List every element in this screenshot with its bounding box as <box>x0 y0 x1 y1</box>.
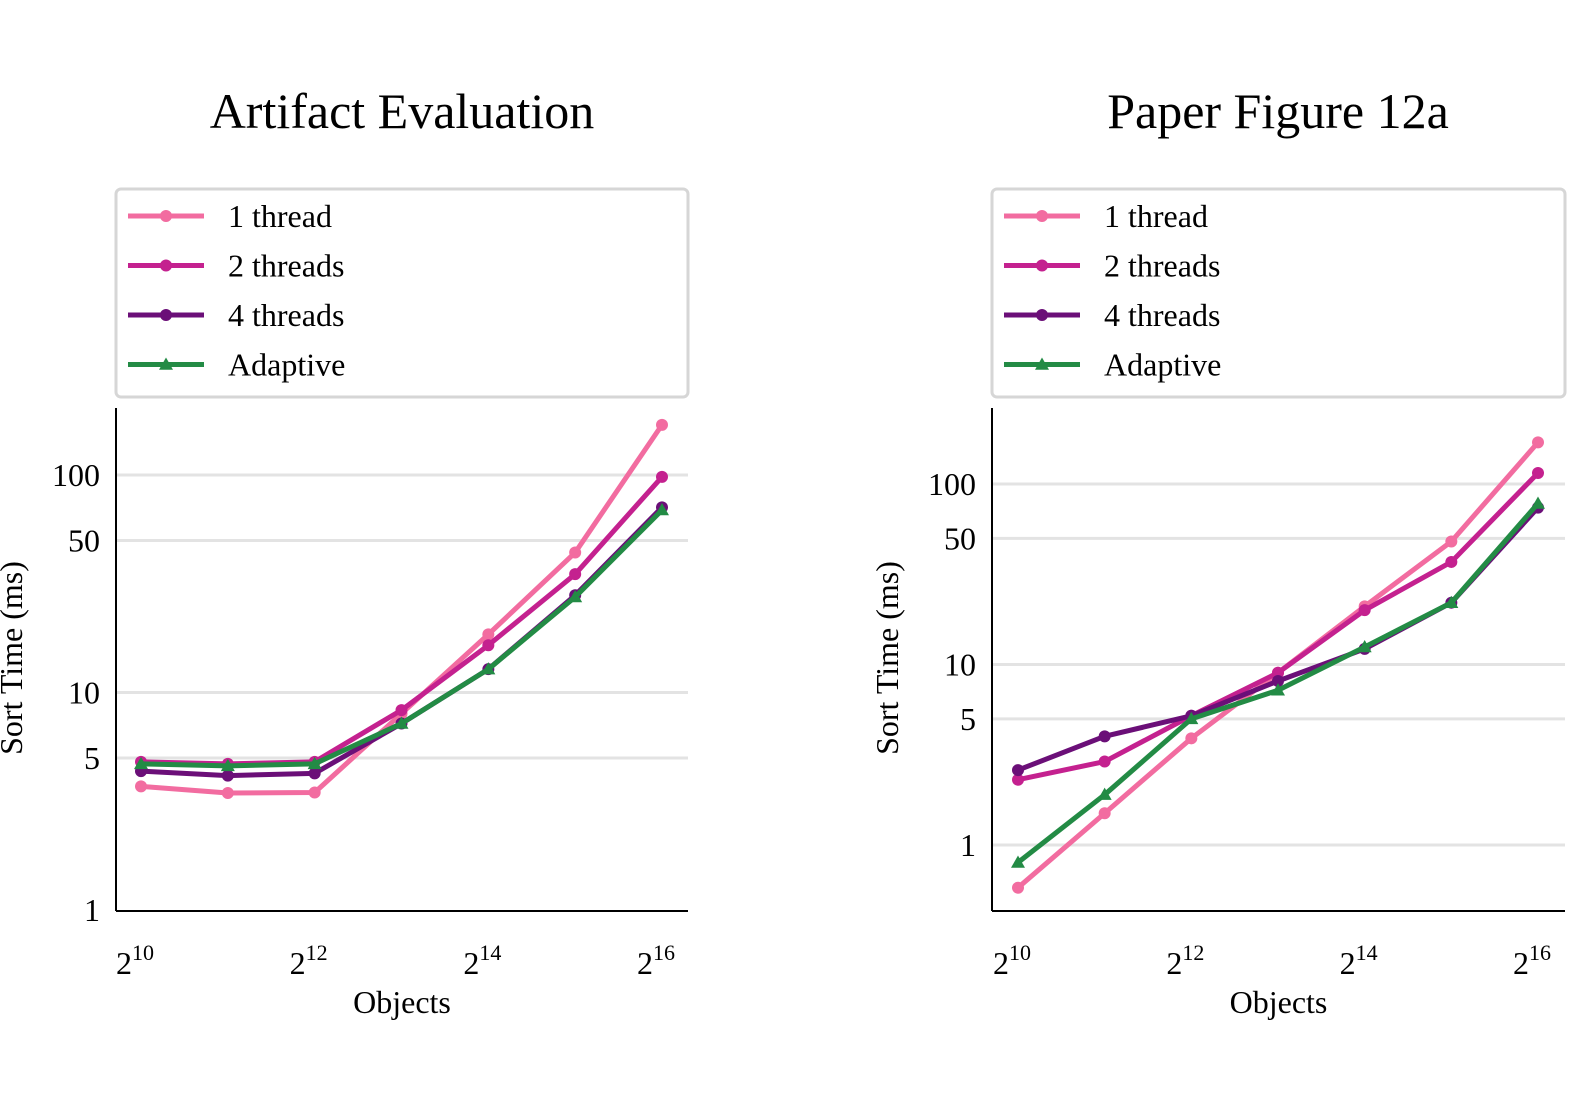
legend-label-4-threads: 4 threads <box>228 297 344 333</box>
data-point <box>307 756 322 770</box>
data-point <box>134 756 148 770</box>
legend: 1 thread 2 threads 4 threads Adaptive <box>114 187 690 399</box>
data-point <box>569 546 582 559</box>
data-point <box>1532 436 1544 449</box>
data-point <box>1358 604 1371 617</box>
data-point <box>395 704 408 717</box>
data-point <box>1185 732 1198 745</box>
data-point <box>1012 881 1024 894</box>
x-tick-label: 212 <box>290 940 328 981</box>
y-tick-label: 5 <box>84 740 100 776</box>
data-point <box>135 780 147 793</box>
data-point <box>656 470 668 483</box>
legend-marker <box>1036 210 1048 222</box>
data-point <box>1098 807 1111 820</box>
x-axis-label: Objects <box>1230 984 1328 1020</box>
y-tick-label: 1 <box>960 827 976 863</box>
data-point <box>1012 764 1024 777</box>
legend-frame <box>114 187 690 399</box>
data-point <box>568 589 583 603</box>
data-point <box>1272 666 1284 679</box>
y-tick-label: 100 <box>52 457 100 493</box>
legend-label-4-threads: 4 threads <box>1104 297 1220 333</box>
y-axis-label: Sort Time (ms) <box>869 561 905 755</box>
chart-panel-paper-figure-12a: Paper Figure 12a 1 5 10 50 100 210 212 214 216 Obj… <box>869 83 1567 1020</box>
y-tick-label: 50 <box>68 522 100 558</box>
legend-label-1-thread: 1 thread <box>1104 198 1208 234</box>
legend-marker <box>1036 259 1048 272</box>
data-point <box>1445 535 1458 548</box>
x-tick-label: 216 <box>637 940 675 981</box>
x-axis-label: Objects <box>353 984 451 1020</box>
legend-marker <box>1035 357 1049 370</box>
legend-marker <box>160 259 172 272</box>
x-tick-label: 216 <box>1513 940 1551 981</box>
chart-title: Paper Figure 12a <box>1107 83 1449 139</box>
y-tick-label: 50 <box>944 520 976 556</box>
legend: 1 thread 2 threads 4 threads Adaptive <box>990 187 1567 399</box>
legend-marker <box>160 309 172 321</box>
series-adaptive <box>1011 496 1545 868</box>
legend-marker <box>159 357 173 370</box>
data-point <box>656 418 668 431</box>
data-point <box>1098 730 1111 743</box>
data-point <box>655 503 669 516</box>
data-point <box>1444 595 1459 608</box>
data-point <box>1271 683 1285 696</box>
data-point <box>1272 675 1284 688</box>
legend-label-1-thread: 1 thread <box>228 198 332 234</box>
y-tick-label: 1 <box>84 892 100 928</box>
legend-label-2-threads: 2 threads <box>1104 248 1220 284</box>
data-point <box>1357 640 1372 653</box>
y-axis-label: Sort Time (ms) <box>0 561 29 755</box>
data-point <box>221 787 234 800</box>
series-adaptive <box>134 503 669 772</box>
legend-marker <box>160 210 172 222</box>
legend-label-2-threads: 2 threads <box>228 248 344 284</box>
data-point <box>1445 555 1458 568</box>
data-point <box>394 716 409 729</box>
data-point <box>221 769 234 782</box>
y-tick-label: 10 <box>944 647 976 683</box>
x-tick-label: 210 <box>993 940 1031 981</box>
data-point <box>1012 773 1024 786</box>
legend-frame <box>990 187 1567 399</box>
data-point <box>220 758 235 772</box>
data-point <box>482 639 495 652</box>
y-tick-label: 5 <box>960 701 976 737</box>
data-point <box>1184 711 1199 725</box>
y-tick-label: 10 <box>68 675 100 711</box>
data-point <box>1011 855 1025 868</box>
data-point <box>1532 467 1544 480</box>
data-point <box>1098 755 1111 768</box>
data-point <box>1531 496 1545 509</box>
chart-panel-artifact-evaluation: Artifact Evaluation 1 5 10 50 100 210 212 214 216… <box>0 83 690 1020</box>
data-point <box>308 786 321 799</box>
y-tick-label: 100 <box>928 466 976 502</box>
data-point <box>481 662 496 675</box>
data-point <box>569 568 582 581</box>
x-tick-label: 214 <box>1340 940 1378 981</box>
data-point <box>1097 787 1112 800</box>
legend-label-adaptive: Adaptive <box>228 347 345 383</box>
chart-title: Artifact Evaluation <box>210 83 595 139</box>
legend-label-adaptive: Adaptive <box>1104 347 1221 383</box>
data-point <box>308 767 321 780</box>
x-tick-label: 210 <box>116 940 154 981</box>
data-point <box>482 628 495 641</box>
legend-marker <box>1036 309 1048 321</box>
x-tick-label: 212 <box>1166 940 1204 981</box>
x-tick-label: 214 <box>463 940 501 981</box>
